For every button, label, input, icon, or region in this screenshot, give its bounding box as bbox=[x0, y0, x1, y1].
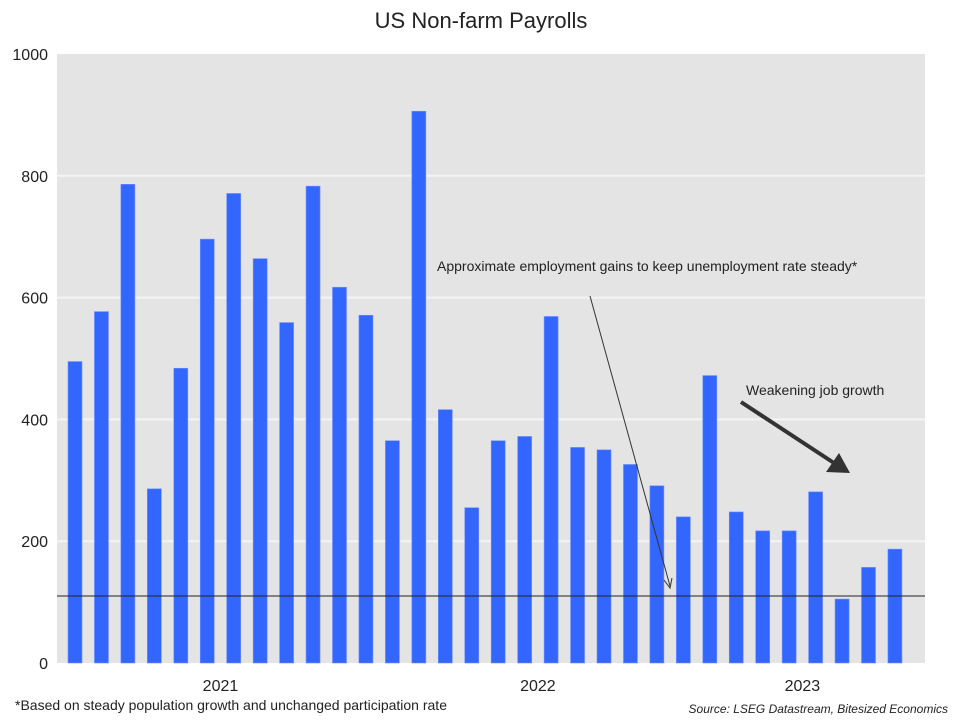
y-tick-label: 200 bbox=[21, 534, 48, 551]
y-tick-label: 800 bbox=[21, 169, 48, 186]
reference-arrow-line bbox=[589, 295, 671, 587]
bar-2021-06 bbox=[199, 238, 215, 664]
bar-2022-11 bbox=[649, 485, 665, 664]
bar-2021-12 bbox=[358, 314, 374, 664]
source-note: Source: LSEG Datastream, Bitesized Econo… bbox=[689, 702, 948, 716]
bar-2023-07 bbox=[861, 567, 876, 664]
bar-2022-01 bbox=[385, 440, 400, 664]
bar-2023-01 bbox=[702, 375, 718, 664]
footnote: *Based on steady population growth and u… bbox=[15, 697, 447, 713]
x-tick-label: 2022 bbox=[520, 678, 556, 695]
bar-2022-04 bbox=[464, 507, 480, 664]
bar-2021-10 bbox=[305, 185, 321, 664]
bar-2022-07 bbox=[543, 316, 559, 664]
bar-2022-09 bbox=[596, 449, 612, 664]
bar-2021-03 bbox=[120, 184, 136, 664]
trend-arrow-head bbox=[826, 453, 850, 473]
x-tick-label: 2023 bbox=[785, 678, 821, 695]
y-tick-label: 1000 bbox=[12, 47, 48, 64]
y-tick-label: 0 bbox=[39, 656, 48, 673]
y-tick-label: 600 bbox=[21, 291, 48, 308]
bar-2022-02 bbox=[411, 110, 427, 664]
bar-2023-04 bbox=[781, 530, 797, 664]
bar-2021-04 bbox=[147, 488, 162, 664]
bar-2023-02 bbox=[728, 511, 744, 664]
bar-2021-11 bbox=[332, 286, 347, 664]
trend-arrow-line bbox=[739, 400, 836, 465]
bar-2022-05 bbox=[490, 440, 506, 664]
reference-arrow-head bbox=[663, 577, 673, 590]
y-tick-label: 400 bbox=[21, 412, 48, 429]
bar-2021-05 bbox=[173, 367, 189, 664]
bar-2021-02 bbox=[94, 311, 109, 664]
bar-2023-03 bbox=[755, 530, 771, 664]
bar-2023-05 bbox=[808, 491, 823, 664]
reference-line-label: Approximate employment gains to keep une… bbox=[437, 258, 858, 274]
bar-2021-07 bbox=[226, 193, 241, 664]
bar-2022-06 bbox=[517, 436, 532, 664]
bar-2022-08 bbox=[570, 447, 585, 664]
bar-2022-03 bbox=[437, 409, 453, 664]
bar-2022-10 bbox=[623, 464, 638, 664]
chart-title: US Non-farm Payrolls bbox=[375, 8, 588, 33]
bar-2021-09 bbox=[279, 322, 294, 664]
x-tick-label: 2021 bbox=[203, 678, 239, 695]
bar-2023-06 bbox=[834, 598, 850, 664]
bar-2021-08 bbox=[252, 258, 268, 664]
bar-2023-08 bbox=[887, 548, 903, 664]
annotation-weakening: Weakening job growth bbox=[746, 382, 884, 398]
bar-2021-01 bbox=[67, 361, 83, 664]
bar-2022-12 bbox=[676, 516, 691, 664]
